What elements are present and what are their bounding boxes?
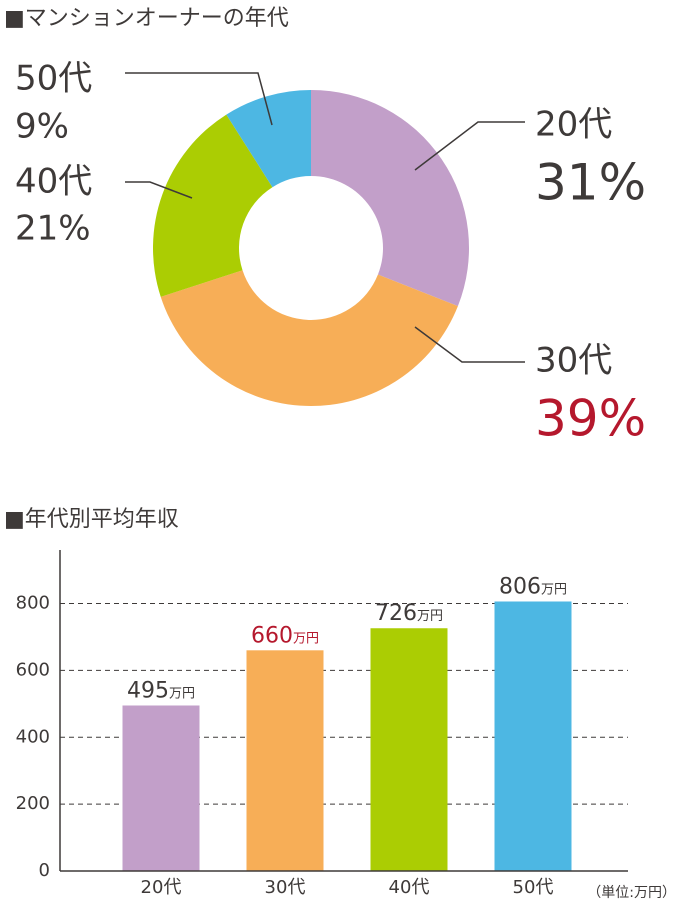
bar: [494, 601, 572, 871]
y-tick-label: 400: [16, 726, 50, 747]
data-label: 31%: [535, 154, 646, 212]
y-tick-label: 200: [16, 793, 50, 814]
bar: [246, 650, 324, 871]
unit-note: （単位:万円）: [587, 885, 676, 901]
y-tick-label: 600: [16, 659, 50, 680]
pie-slice: [160, 270, 458, 406]
data-label: 9%: [15, 107, 69, 147]
pie-slice: [226, 90, 311, 188]
bar: [122, 705, 200, 871]
pie-slice: [311, 90, 469, 307]
legend-label: 40代: [15, 162, 92, 202]
x-tick-label: 30代: [265, 877, 306, 898]
bar: [370, 628, 448, 871]
x-tick-label: 20代: [141, 877, 182, 898]
data-label: 21%: [15, 209, 91, 249]
data-label: 806万円: [499, 574, 567, 599]
x-tick-label: 40代: [389, 877, 430, 898]
legend-label: 30代: [535, 341, 612, 381]
data-label: 39%: [535, 390, 646, 448]
leader-line: [125, 181, 193, 199]
leader-line: [414, 326, 525, 363]
pie-title: ■マンションオーナーの年代: [4, 6, 289, 31]
pie-slice: [153, 114, 273, 297]
leader-line: [414, 121, 525, 171]
x-tick-label: 50代: [513, 877, 554, 898]
data-label: 495万円: [127, 678, 195, 703]
y-tick-label: 0: [39, 860, 50, 881]
legend-label: 50代: [15, 59, 92, 99]
leader-line: [125, 72, 273, 126]
legend-label: 20代: [535, 105, 612, 145]
data-label: 660万円: [251, 623, 319, 648]
bar-title: ■年代別平均年収: [4, 507, 179, 532]
data-label: 726万円: [375, 601, 443, 626]
y-tick-label: 800: [16, 593, 50, 614]
